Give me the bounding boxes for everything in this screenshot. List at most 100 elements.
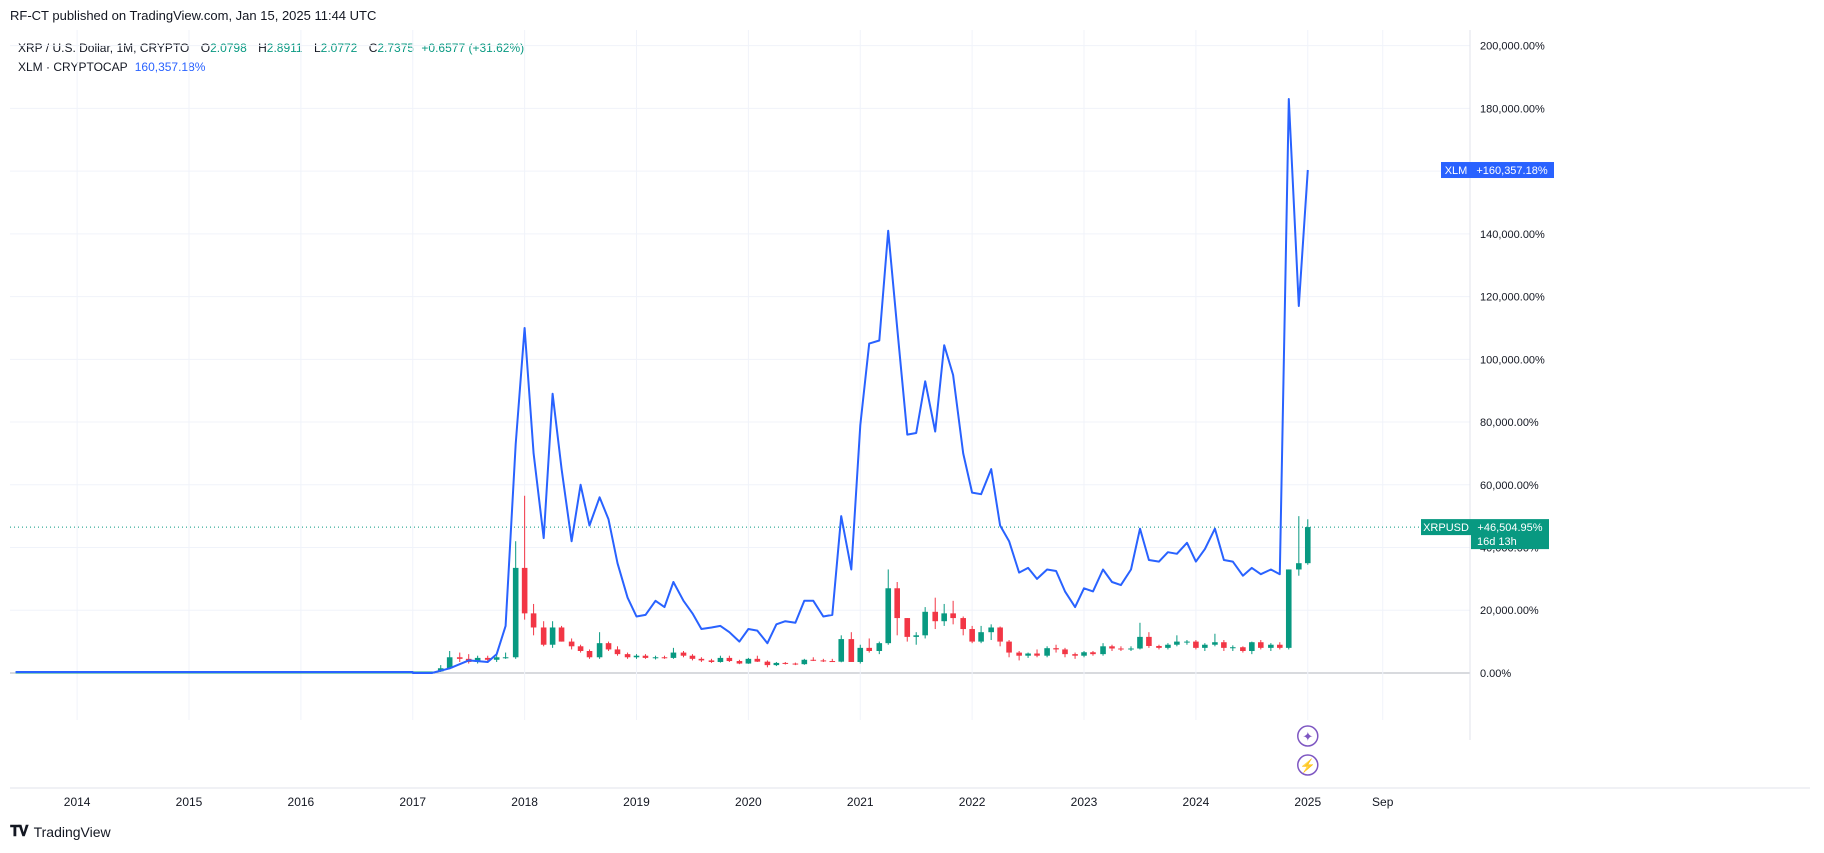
xrp-candle [1257, 642, 1264, 648]
xrp-candle [829, 661, 836, 663]
y-tick-label: 20,000.00% [1480, 605, 1539, 617]
y-tick-label: 180,000.00% [1480, 103, 1545, 115]
xrp-candle [1202, 644, 1208, 648]
x-tick-label: 2016 [288, 795, 315, 809]
legend-xlm-value: 160,357.18% [134, 60, 206, 74]
xrp-candle [1184, 641, 1190, 643]
xrp-candle [941, 613, 947, 622]
xrp-candle [894, 588, 900, 619]
xrp-candle [857, 647, 864, 662]
xrp-candle [558, 627, 565, 642]
xrp-candle [1212, 642, 1218, 645]
xrp-candle [614, 649, 621, 655]
event-markers: ✦⚡ [1297, 725, 1319, 776]
xrp-candle [792, 663, 799, 665]
xrp-candle [726, 657, 733, 662]
y-tick-label: 120,000.00% [1480, 292, 1545, 304]
xrp-countdown-text: 16d 13h [1477, 536, 1517, 548]
x-tick-label: 2014 [64, 795, 91, 809]
xrp-candle [932, 611, 939, 622]
legend-high: 2.8911 [266, 41, 303, 55]
y-tick-label: 140,000.00% [1480, 229, 1545, 241]
xrp-candle [820, 660, 827, 662]
xrp-candle [773, 662, 780, 666]
xlm-value-badge [1471, 162, 1554, 179]
xrp-candle [866, 647, 873, 651]
xrp-candle [642, 655, 649, 658]
price-badges: XLM +160,357.18% XRPUSD +46,504.95% 16d 13h [1421, 162, 1554, 550]
legend-close: 2.7375 [377, 41, 415, 55]
xrp-candle [1240, 647, 1246, 651]
xrp-candle [1174, 641, 1180, 645]
legend-high-label: H [258, 41, 267, 55]
legend-low: 2.0772 [320, 41, 358, 55]
xrp-candle [512, 567, 519, 658]
xrp-candle [1137, 636, 1143, 649]
y-tick-label: 80,000.00% [1480, 417, 1539, 429]
sparkle-glyph: ✦ [1302, 729, 1313, 744]
xrp-candle [652, 657, 659, 659]
x-tick-label: Sep [1372, 795, 1394, 809]
xrp-candle [1062, 649, 1068, 655]
xrp-name-badge [1421, 519, 1471, 536]
legend-row-xrp[interactable]: XRP / U.S. Dollar, 1M, CRYPTO O2.0798 H2… [18, 39, 524, 58]
xrp-candle [1034, 653, 1040, 656]
xrp-candle [810, 659, 817, 661]
xrp-candle [1193, 641, 1199, 648]
y-tick-label: 200,000.00% [1480, 41, 1545, 53]
xrp-candle [1268, 644, 1274, 648]
xrp-candle [1025, 653, 1031, 656]
x-tick-label: 2025 [1294, 795, 1321, 809]
tradingview-brand[interactable]: 𝐓𝐕 TradingView [10, 823, 111, 840]
xrp-candle [633, 655, 640, 658]
legend-row-xlm[interactable]: XLM · CRYPTOCAP 160,357.18% [18, 58, 524, 77]
xlm-value-badge-text: +160,357.18% [1476, 165, 1547, 177]
xrp-candle [549, 627, 556, 645]
xrp-candle [1081, 652, 1087, 656]
xrp-candle [1165, 644, 1171, 648]
xrp-candle [1016, 652, 1022, 656]
xrp-candle [1249, 642, 1255, 651]
legend-open-label: O [200, 41, 211, 55]
xrp-candle [1118, 648, 1124, 650]
xrp-candle [1230, 647, 1236, 649]
legend-symbol: XRP / U.S. Dollar, 1M, CRYPTO [18, 41, 190, 55]
xrp-candle [1072, 654, 1078, 656]
xrp-candle [586, 651, 593, 658]
xrp-candle [708, 660, 715, 662]
legend-xlm-label: XLM · CRYPTOCAP [18, 60, 128, 74]
xrp-candle [736, 661, 743, 664]
xrp-candle [530, 613, 537, 628]
xrp-candle [1304, 527, 1311, 564]
x-tick-label: 2015 [176, 795, 203, 809]
xrp-candle [1296, 563, 1302, 570]
x-axis: 2014 2015 2016 2017 2018 2019 2020 2021 2022 2023… [10, 787, 1810, 809]
xrp-candle [950, 613, 956, 619]
xrp-candle [502, 657, 509, 659]
xrp-candle [838, 639, 845, 662]
xrp-candle [540, 627, 547, 645]
xlm-name-badge-text: XLM [1445, 165, 1468, 177]
xrp-candle [904, 618, 911, 637]
y-tick-label: 0.00% [1480, 668, 1511, 680]
chart-grid [10, 30, 1470, 720]
xrp-name-badge-text: XRPUSD [1423, 522, 1469, 534]
xrp-candle [568, 641, 575, 647]
x-tick-label: 2018 [511, 795, 538, 809]
xlm-line-group [15, 98, 1309, 674]
xrp-candle [670, 652, 677, 658]
lightning-event-icon[interactable] [1297, 754, 1319, 776]
x-tick-label: 2017 [399, 795, 426, 809]
xrp-candle [1277, 644, 1283, 648]
xrp-candle [577, 646, 584, 651]
x-tick-label: 2022 [959, 795, 986, 809]
sparkle-event-icon[interactable] [1297, 725, 1319, 747]
xrp-candle [1146, 636, 1152, 646]
xrp-candle [661, 657, 668, 659]
xrp-candle [1090, 652, 1096, 655]
x-tick-label: 2020 [735, 795, 762, 809]
xrp-candle [605, 643, 612, 650]
xrp-candle [689, 655, 696, 659]
xrp-candle [484, 657, 491, 660]
